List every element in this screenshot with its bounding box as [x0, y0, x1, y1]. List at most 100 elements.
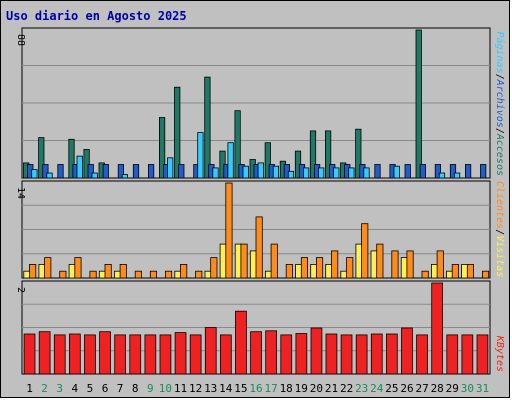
bar-kbytes-day-15: [235, 310, 247, 375]
bar-clientes-day-31: [481, 270, 490, 279]
bar-accesos-day-10: [158, 117, 166, 179]
y-max-label-clients: 14: [15, 187, 26, 199]
bar-kbytes-day-29: [446, 334, 459, 375]
bar-archivos-day-26: [404, 164, 411, 179]
bar-clientes-day-11: [180, 263, 188, 279]
bar-páginas-day-5: [91, 172, 98, 179]
x-tick-day-5: 5: [87, 382, 94, 395]
x-tick-day-11: 11: [174, 382, 187, 395]
bar-clientes-day-1: [29, 263, 37, 279]
bar-kbytes-day-20: [310, 327, 323, 375]
bar-clientes-day-8: [134, 270, 142, 279]
bar-accesos-day-4: [68, 138, 75, 179]
bar-clientes-day-6: [104, 263, 112, 279]
bar-kbytes-day-4: [69, 333, 81, 375]
bar-accesos-day-20: [309, 130, 317, 179]
bar-accesos-day-17: [264, 142, 271, 179]
bar-kbytes-day-23: [355, 334, 368, 375]
bar-kbytes-day-19: [295, 333, 308, 375]
bar-clientes-day-30: [466, 263, 474, 279]
bar-archivos-day-6: [102, 164, 109, 179]
bar-archivos-day-27: [419, 164, 426, 179]
legend-visits: Páginas/Archivos/Accesos: [494, 31, 506, 176]
bar-clientes-day-28: [436, 250, 444, 279]
bar-páginas-day-15: [242, 165, 249, 179]
bar-kbytes-day-18: [280, 334, 293, 375]
x-tick-day-19: 19: [295, 382, 308, 395]
bar-clientes-day-7: [119, 263, 127, 279]
bar-kbytes-day-2: [38, 331, 51, 375]
bar-kbytes-day-31: [476, 334, 489, 375]
bar-kbytes-day-28: [431, 282, 444, 375]
x-tick-day-22: 22: [340, 382, 353, 395]
x-tick-day-30: 30: [461, 382, 474, 395]
x-tick-day-9: 9: [147, 382, 154, 395]
bar-clientes-day-19: [300, 257, 308, 279]
bar-archivos-day-28: [434, 164, 442, 179]
bar-archivos-day-29: [449, 164, 457, 179]
bar-archivos-day-8: [132, 164, 140, 179]
x-tick-day-20: 20: [310, 382, 323, 395]
bar-páginas-day-22: [348, 167, 355, 179]
x-tick-day-18: 18: [280, 382, 293, 395]
bar-accesos-day-21: [324, 130, 332, 179]
legend-entry-clientes: Clientes: [494, 181, 505, 229]
bar-kbytes-day-27: [416, 334, 428, 375]
bar-kbytes-day-21: [325, 333, 338, 375]
bar-clientes-day-16: [255, 216, 263, 279]
bar-accesos-day-2: [38, 137, 45, 179]
bar-kbytes-day-22: [340, 334, 353, 375]
bar-clientes-day-9: [149, 270, 158, 279]
legend-entry-páginas: Páginas: [494, 31, 506, 73]
x-tick-day-6: 6: [102, 382, 109, 395]
legend-separator: /: [494, 229, 505, 235]
x-tick-day-4: 4: [71, 382, 78, 395]
panel-visits: 88 Páginas/Archivos/Accesos: [15, 27, 506, 179]
bar-páginas-day-17: [272, 165, 280, 179]
bar-accesos-day-23: [355, 128, 362, 179]
bar-páginas-day-19: [302, 167, 310, 179]
bar-páginas-day-10: [167, 157, 174, 179]
bar-páginas-day-18: [287, 170, 295, 179]
x-tick-day-12: 12: [189, 382, 202, 395]
bar-visitas-day-22: [340, 270, 348, 279]
x-tick-day-27: 27: [415, 382, 428, 395]
bar-páginas-day-12: [197, 132, 204, 179]
bar-archivos-day-2: [42, 164, 49, 179]
chart-title: Uso diario en Agosto 2025: [6, 9, 187, 23]
bar-páginas-day-1: [31, 169, 38, 179]
legend-entry-visitas: Visitas: [494, 235, 505, 277]
x-tick-day-2: 2: [41, 382, 48, 395]
x-tick-day-10: 10: [159, 382, 172, 395]
bar-clientes-day-27: [421, 270, 429, 279]
y-max-label-kbytes: 2: [15, 287, 26, 293]
x-tick-day-25: 25: [385, 382, 398, 395]
bar-clientes-day-29: [451, 263, 459, 279]
legend-entry-archivos: Archivos: [494, 79, 505, 128]
bar-clientes-day-24: [376, 243, 384, 279]
y-max-label-visits: 88: [15, 34, 26, 46]
bar-kbytes-day-16: [250, 331, 262, 375]
x-tick-day-7: 7: [117, 382, 124, 395]
bar-kbytes-day-8: [129, 334, 142, 375]
x-tick-day-1: 1: [26, 382, 33, 395]
bar-archivos-day-5: [87, 164, 94, 179]
legend-clients: Clientes/Visitas: [494, 181, 505, 277]
panel-clients: 14 Clientes/Visitas: [15, 180, 505, 279]
x-tick-day-24: 24: [370, 382, 384, 395]
bar-páginas-day-4: [76, 155, 83, 179]
panel-kbytes: 2 KBytes: [15, 280, 505, 375]
legend-entry-accesos: Accesos: [494, 133, 505, 176]
bar-kbytes-day-11: [174, 332, 187, 375]
bar-páginas-day-2: [46, 172, 53, 179]
x-tick-day-8: 8: [132, 382, 139, 395]
bar-archivos-day-3: [57, 164, 64, 179]
x-tick-day-14: 14: [219, 382, 233, 395]
x-tick-day-3: 3: [56, 382, 63, 395]
bar-clientes-day-22: [346, 257, 354, 279]
bar-archivos-day-7: [117, 164, 124, 179]
bar-kbytes-day-1: [23, 333, 36, 375]
bar-archivos-day-11: [178, 164, 185, 179]
bar-clientes-day-2: [44, 257, 52, 279]
